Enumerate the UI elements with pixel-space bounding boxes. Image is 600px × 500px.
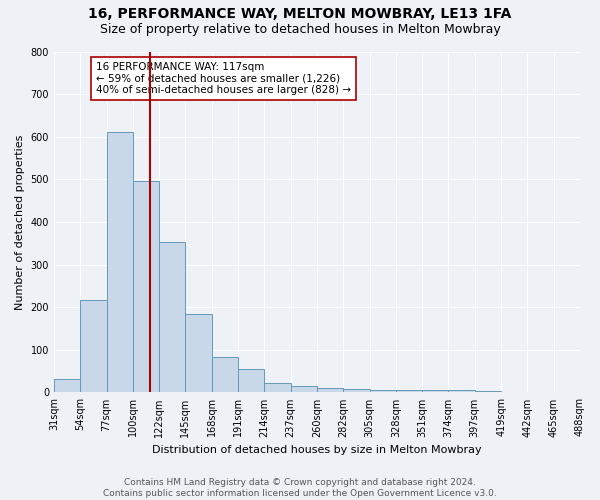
Bar (396, 390, 422, 392)
Bar (422, 390, 448, 392)
Bar (185, 314, 212, 392)
Bar (80, 300, 107, 392)
Bar (370, 390, 396, 392)
Bar (265, 383, 290, 392)
Y-axis label: Number of detached properties: Number of detached properties (15, 134, 25, 310)
Bar (343, 390, 370, 392)
Text: 16 PERFORMANCE WAY: 117sqm
← 59% of detached houses are smaller (1,226)
40% of s: 16 PERFORMANCE WAY: 117sqm ← 59% of deta… (96, 62, 351, 95)
X-axis label: Distribution of detached houses by size in Melton Mowbray: Distribution of detached houses by size … (152, 445, 482, 455)
Bar (238, 369, 265, 392)
Bar (107, 132, 133, 392)
Bar (159, 242, 185, 392)
Bar (448, 390, 475, 392)
Text: 16, PERFORMANCE WAY, MELTON MOWBRAY, LE13 1FA: 16, PERFORMANCE WAY, MELTON MOWBRAY, LE1… (88, 8, 512, 22)
Bar (317, 388, 343, 392)
Bar (290, 386, 317, 392)
Bar (133, 180, 159, 392)
Text: Contains HM Land Registry data © Crown copyright and database right 2024.
Contai: Contains HM Land Registry data © Crown c… (103, 478, 497, 498)
Text: Size of property relative to detached houses in Melton Mowbray: Size of property relative to detached ho… (100, 22, 500, 36)
Bar (475, 390, 501, 392)
Bar (212, 357, 238, 392)
Bar (54, 379, 80, 392)
